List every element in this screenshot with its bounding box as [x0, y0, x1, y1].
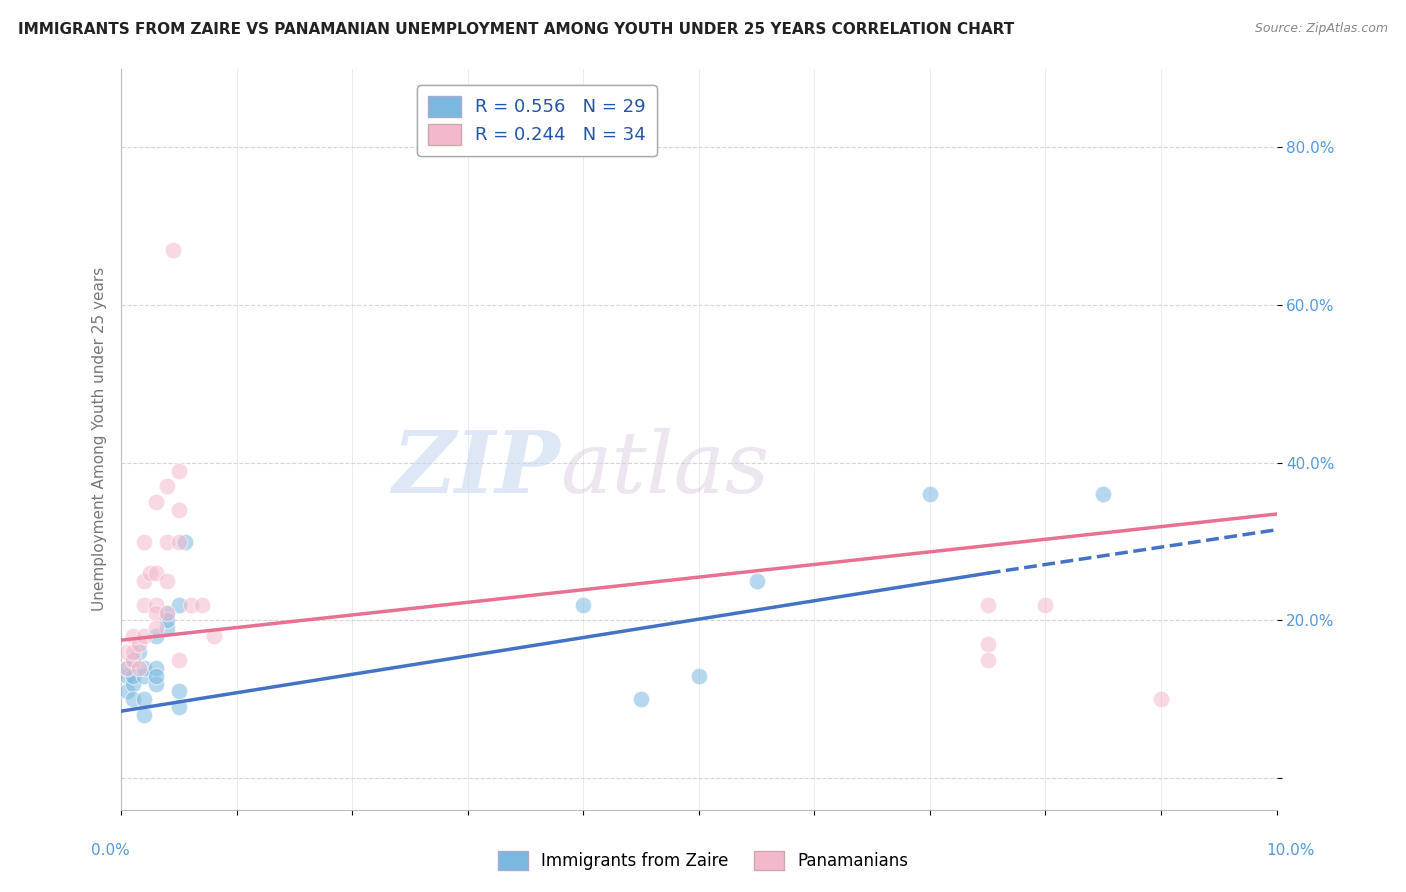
Point [115, 661, 138, 675]
Point [156, 534, 179, 549]
Point [1092, 487, 1115, 501]
Point [139, 566, 162, 581]
Point [173, 534, 195, 549]
Point [121, 645, 143, 659]
Point [976, 598, 998, 612]
Legend: Immigrants from Zaire, Panamanians: Immigrants from Zaire, Panamanians [491, 844, 915, 877]
Point [115, 661, 138, 675]
Text: IMMIGRANTS FROM ZAIRE VS PANAMANIAN UNEMPLOYMENT AMONG YOUTH UNDER 25 YEARS CORR: IMMIGRANTS FROM ZAIRE VS PANAMANIAN UNEM… [18, 22, 1015, 37]
Point [128, 661, 150, 675]
Point [134, 629, 156, 643]
Point [115, 645, 138, 659]
Point [134, 598, 156, 612]
Point [167, 684, 190, 698]
Point [121, 653, 143, 667]
Text: ZIP: ZIP [392, 427, 560, 510]
Point [134, 534, 156, 549]
Point [145, 606, 167, 620]
Point [191, 598, 214, 612]
Point [156, 574, 179, 588]
Text: atlas: atlas [560, 427, 769, 510]
Point [145, 598, 167, 612]
Point [121, 629, 143, 643]
Text: 0.0%: 0.0% [91, 843, 131, 858]
Point [134, 668, 156, 682]
Point [156, 614, 179, 628]
Legend: R = 0.556   N = 29, R = 0.244   N = 34: R = 0.556 N = 29, R = 0.244 N = 34 [418, 85, 657, 155]
Point [167, 700, 190, 714]
Point [145, 661, 167, 675]
Point [167, 534, 190, 549]
Point [145, 668, 167, 682]
Point [121, 668, 143, 682]
Point [976, 653, 998, 667]
Point [167, 503, 190, 517]
Point [167, 653, 190, 667]
Point [156, 606, 179, 620]
Point [688, 668, 710, 682]
Point [121, 676, 143, 690]
Point [121, 653, 143, 667]
Text: 10.0%: 10.0% [1267, 843, 1315, 858]
Point [156, 479, 179, 493]
Point [134, 574, 156, 588]
Point [115, 684, 138, 698]
Point [167, 598, 190, 612]
Point [121, 692, 143, 706]
Point [1035, 598, 1057, 612]
Point [976, 637, 998, 651]
Point [145, 629, 167, 643]
Point [745, 574, 768, 588]
Point [145, 676, 167, 690]
Point [115, 668, 138, 682]
Point [202, 629, 225, 643]
Point [1150, 692, 1173, 706]
Point [128, 637, 150, 651]
Point [918, 487, 941, 501]
Y-axis label: Unemployment Among Youth under 25 years: Unemployment Among Youth under 25 years [93, 267, 107, 611]
Point [134, 661, 156, 675]
Point [145, 621, 167, 635]
Point [630, 692, 652, 706]
Point [128, 645, 150, 659]
Text: Source: ZipAtlas.com: Source: ZipAtlas.com [1254, 22, 1388, 36]
Point [180, 598, 202, 612]
Point [167, 464, 190, 478]
Point [134, 692, 156, 706]
Point [145, 495, 167, 509]
Point [134, 708, 156, 723]
Point [145, 566, 167, 581]
Point [572, 598, 595, 612]
Point [156, 621, 179, 635]
Point [162, 243, 184, 257]
Point [156, 606, 179, 620]
